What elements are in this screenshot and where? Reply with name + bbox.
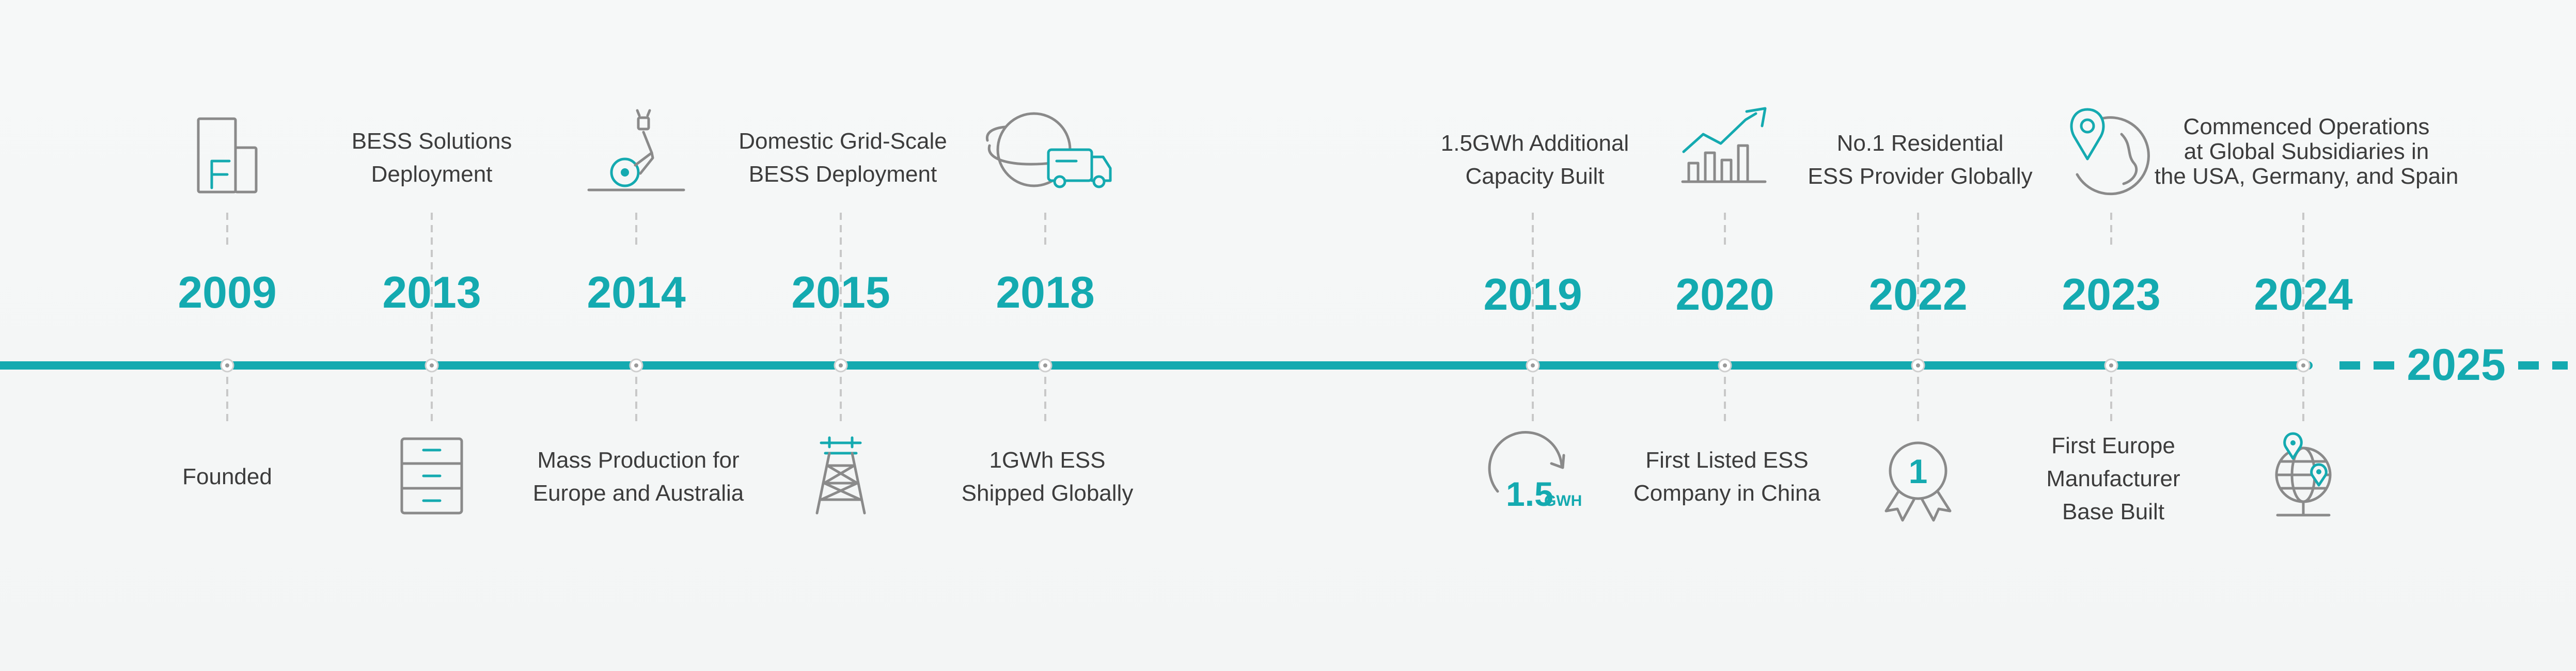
year-label: 2019 <box>1483 270 1582 319</box>
future-year-label: 2025 <box>2407 340 2505 390</box>
year-label: 2015 <box>791 268 890 317</box>
milestone-2019: 2019 1.5GWh Additional Capacity Built 1.… <box>1441 131 1629 513</box>
year-label: 2020 <box>1675 270 1774 319</box>
milestone-2014: 2014 Mass Production for Europe and Aust… <box>533 109 744 506</box>
milestone-2013: 2013 BESS Solutions Deployment <box>352 129 512 515</box>
milestone-2015: 2015 Domestic Grid-Scale BESS Deployment <box>739 129 947 515</box>
milestone-label-line-2: Europe and Australia <box>533 481 744 506</box>
milestone-2024: 2024 Commenced Operations at Global Subs… <box>2155 114 2459 517</box>
milestone-label-line-2: Capacity Built <box>1465 164 1604 189</box>
robot-arm-icon <box>587 109 685 191</box>
milestone-label-line-2: Manufacturer <box>2046 466 2180 491</box>
medal-icon: 1 <box>1884 441 1952 522</box>
transmission-tower-icon <box>815 436 866 515</box>
year-label: 2014 <box>587 268 685 317</box>
milestones: 2009 Founded 2013 BESS Solutions Deploym… <box>178 107 2459 524</box>
milestone-2022: 2022 No.1 Residential ESS Provider Globa… <box>1808 131 2033 522</box>
milestone-label-line-2: Deployment <box>371 162 493 187</box>
year-label: 2009 <box>178 268 276 317</box>
year-label: 2018 <box>996 268 1094 317</box>
milestone-2009: 2009 Founded <box>178 117 277 489</box>
capacity-unit: GWH <box>1544 492 1582 509</box>
milestone-2018: 2018 1GWh ESS Shipped Globally <box>962 112 1134 506</box>
milestone-label-line-1: Commenced Operations <box>2184 114 2430 139</box>
milestone-label-line-1: First Listed ESS <box>1645 448 1808 473</box>
year-label: 2023 <box>2062 270 2160 319</box>
location-globe-icon <box>2070 108 2150 196</box>
year-label: 2013 <box>382 268 481 317</box>
year-label: 2024 <box>2254 270 2352 319</box>
capacity-icon: 1.5 GWH <box>1488 431 1582 513</box>
milestone-label-line-1: 1GWh ESS <box>989 448 1106 473</box>
milestone-label-line-1: 1.5GWh Additional <box>1441 131 1629 156</box>
milestone-label-line-2: Shipped Globally <box>962 481 1134 506</box>
milestone-2020: 2020 First Listed ESS Company in China <box>1633 107 1821 506</box>
capacity-number: 1.5 <box>1506 475 1553 513</box>
milestone-label-line-2: at Global Subsidiaries in <box>2184 139 2429 164</box>
milestone-label-line-1: Domestic Grid-Scale <box>739 129 947 154</box>
milestone-label-line-2: Company in China <box>1633 481 1820 506</box>
milestone-label-line-2: BESS Deployment <box>749 162 937 187</box>
milestone-2023: 2023 First Europe Manufacturer Base Buil… <box>2046 108 2180 524</box>
milestone-label-line-1: Founded <box>182 464 272 489</box>
milestone-label-line-3: Base Built <box>2062 499 2164 524</box>
world-pins-icon <box>2275 432 2332 517</box>
cabinet-icon <box>400 437 463 515</box>
globe-truck-icon <box>985 112 1112 188</box>
milestone-label-line-1: BESS Solutions <box>352 129 512 154</box>
year-label: 2022 <box>1868 270 1967 319</box>
milestone-label-line-1: First Europe <box>2051 433 2175 458</box>
milestone-label-line-2: ESS Provider Globally <box>1808 164 2032 189</box>
medal-number: 1 <box>1909 452 1928 490</box>
milestone-label-line-1: Mass Production for <box>537 448 739 473</box>
milestone-label-line-3: the USA, Germany, and Spain <box>2155 164 2459 189</box>
growth-chart-icon <box>1681 107 1767 183</box>
building-icon <box>197 117 258 194</box>
milestone-label-line-1: No.1 Residential <box>1837 131 2004 156</box>
